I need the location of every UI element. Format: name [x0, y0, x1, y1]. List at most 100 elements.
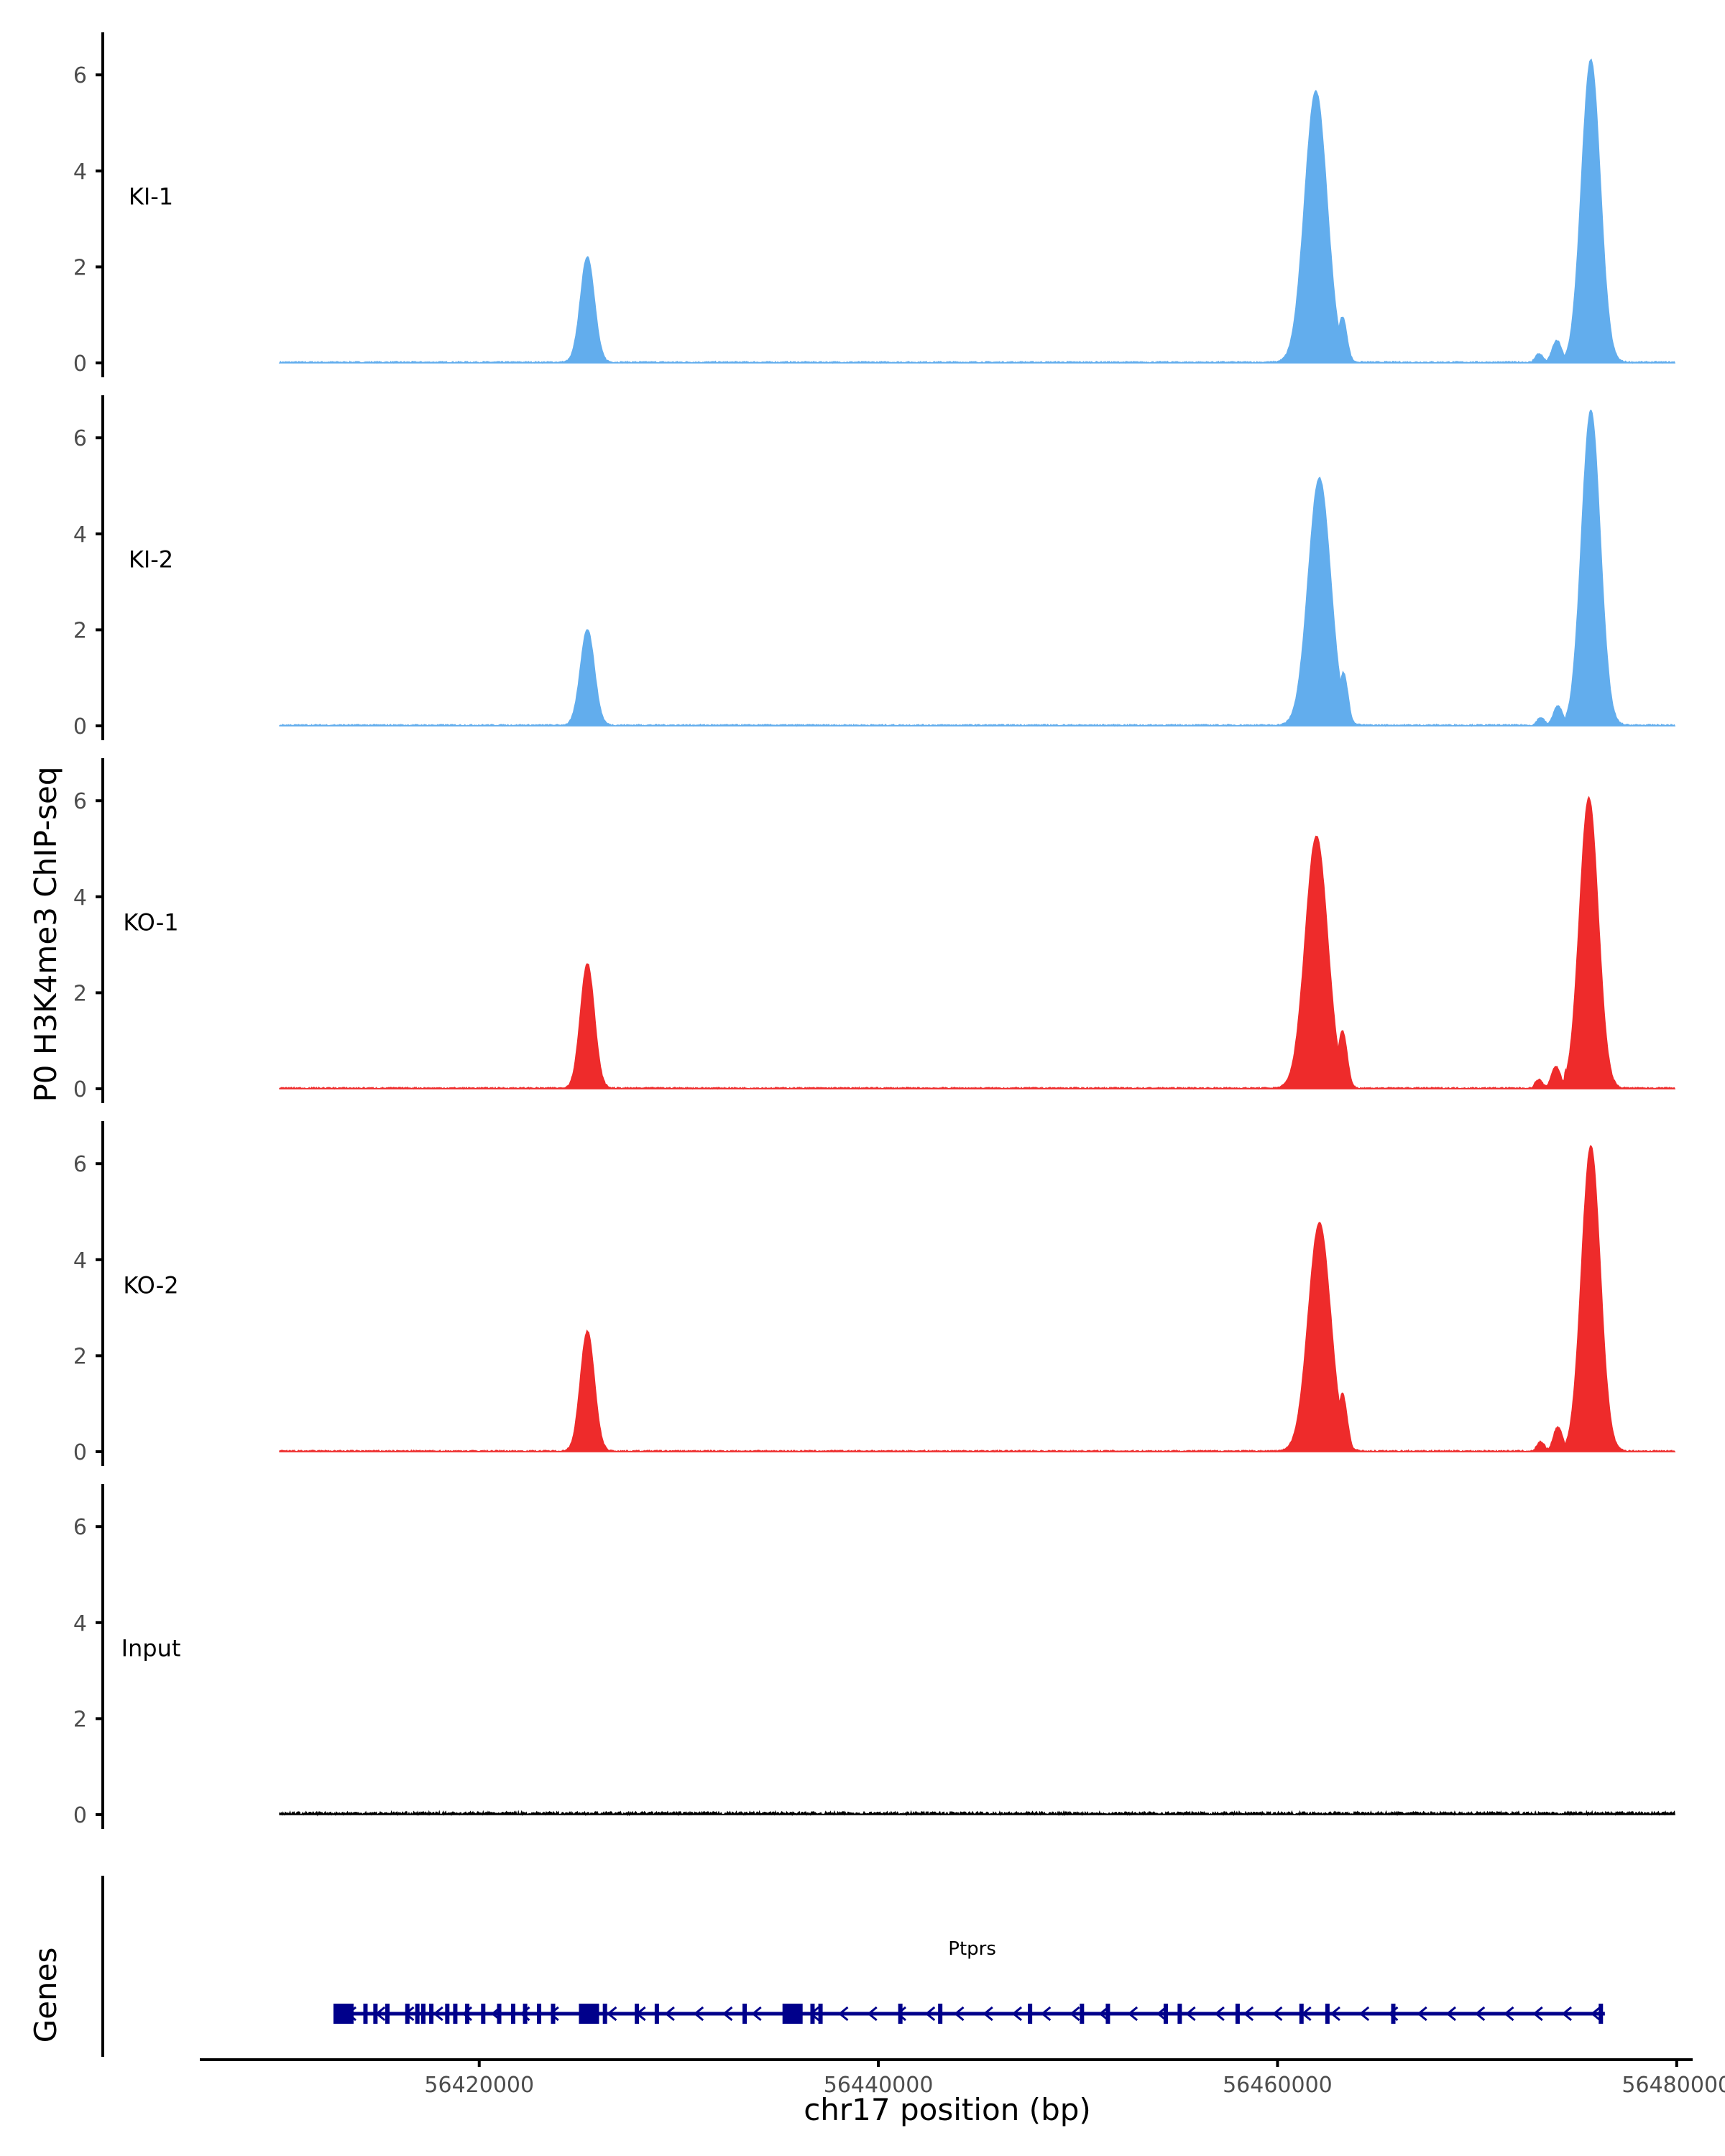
y-tick-label: 0 [73, 714, 87, 740]
y-tick-label: 4 [73, 885, 87, 911]
gene-name-label: Ptprs [948, 1938, 996, 1960]
gene-exon [405, 2004, 410, 2024]
strand-arrow [896, 2006, 906, 2022]
signal-area [279, 1145, 1676, 1453]
gene-exon [1105, 2004, 1110, 2024]
x-axis-title: chr17 position (bp) [804, 2092, 1091, 2127]
y-tick-label: 6 [73, 63, 87, 88]
strand-arrow [722, 2006, 733, 2022]
strand-arrow [1590, 2006, 1601, 2022]
y-tick-label: 2 [73, 981, 87, 1006]
y-tick-label: 4 [73, 1248, 87, 1273]
signal-area [279, 796, 1676, 1090]
strand-arrow [1098, 2006, 1109, 2022]
strand-arrow [1185, 2006, 1196, 2022]
y-tick-label: 4 [73, 522, 87, 548]
gene-exon [1391, 2004, 1396, 2024]
gene-exon [1177, 2004, 1182, 2024]
strand-arrow [1358, 2006, 1370, 2022]
signal-area [278, 58, 1676, 364]
gene-exon [385, 2004, 390, 2024]
x-tick-label: 56460000 [1223, 2073, 1333, 2098]
y-tick-label: 2 [73, 255, 87, 280]
gene-exon [373, 2004, 378, 2024]
strand-arrow [1532, 2006, 1543, 2022]
gene-exon [445, 2004, 450, 2024]
y-tick-label: 2 [73, 1344, 87, 1369]
gene-exon [537, 2004, 542, 2024]
track-label: KO-2 [123, 1272, 178, 1299]
y-tick-label: 4 [73, 160, 87, 185]
track-label: KI-1 [129, 183, 173, 211]
y-tick-label: 4 [73, 1611, 87, 1636]
y-tick-label: 2 [73, 618, 87, 643]
y-axis-title: P0 H3K4me3 ChIP-seq [28, 766, 63, 1102]
gene-exon [1235, 2004, 1240, 2024]
strand-arrow [1330, 2006, 1340, 2022]
track-panel-ki-1: 0 2 4 6 KI-1 [73, 32, 1676, 377]
y-tick-label: 6 [73, 1515, 87, 1540]
strand-arrow [1214, 2006, 1225, 2022]
gene-exon [497, 2004, 502, 2024]
gene-exon [420, 2004, 426, 2024]
gene-exon [1080, 2004, 1085, 2024]
gene-exon [938, 2004, 943, 2024]
y-tick-label: 2 [73, 1707, 87, 1732]
strand-arrow [838, 2006, 849, 2022]
strand-arrow [548, 2006, 559, 2022]
signal-area [279, 1810, 1675, 1817]
gene-exon [465, 2004, 470, 2024]
strand-arrow [983, 2006, 993, 2022]
strand-arrow [1243, 2006, 1254, 2022]
gene-exon [742, 2004, 748, 2024]
track-panel-ko-1: 0 2 4 6 KO-1 [73, 758, 1676, 1103]
gene-exon [654, 2004, 659, 2024]
gene-exon [1028, 2004, 1033, 2024]
track-panel-ki-2: 0 2 4 6 KI-2 [73, 395, 1676, 740]
gene-exon [333, 2004, 354, 2024]
signal-area [279, 410, 1676, 727]
track-label: KO-1 [123, 909, 178, 936]
gene-exon [453, 2004, 458, 2024]
strand-arrow [1127, 2006, 1138, 2022]
strand-arrow [954, 2006, 965, 2022]
gene-exon [510, 2004, 515, 2024]
strand-arrow [1417, 2006, 1427, 2022]
genes-track-title: Genes [28, 1948, 63, 2043]
strand-arrow [693, 2006, 704, 2022]
gene-exon [898, 2004, 903, 2024]
strand-arrow [1474, 2006, 1486, 2022]
track-label: KI-2 [129, 546, 173, 573]
x-tick-label: 56440000 [824, 2073, 934, 2098]
track-panel-ko-2: 0 2 4 6 KO-2 [73, 1121, 1676, 1466]
strand-arrow [1272, 2006, 1283, 2022]
gene-exon [602, 2004, 607, 2024]
x-tick-label: 56480000 [1622, 2073, 1725, 2098]
strand-arrow [1011, 2006, 1023, 2022]
gene-exon [782, 2004, 803, 2024]
y-tick-label: 6 [73, 426, 87, 451]
strand-arrow [1070, 2006, 1080, 2022]
gene-exon [1299, 2004, 1304, 2024]
y-tick-label: 6 [73, 1152, 87, 1177]
strand-arrow [1040, 2006, 1052, 2022]
x-tick-label: 56420000 [424, 2073, 534, 2098]
strand-arrow [924, 2006, 936, 2022]
gene-exon [1163, 2004, 1168, 2024]
y-tick-label: 0 [73, 1803, 87, 1828]
strand-arrow [607, 2006, 617, 2022]
gene-exon [523, 2004, 528, 2024]
gene-exon [481, 2004, 486, 2024]
strand-arrow [1504, 2006, 1514, 2022]
gene-exon [429, 2004, 434, 2024]
y-tick-label: 6 [73, 789, 87, 814]
track-panel-input: 0 2 4 6 Input [73, 1484, 1675, 1829]
strand-arrow [664, 2006, 675, 2022]
strand-arrow [1561, 2006, 1573, 2022]
gene-exon [1598, 2004, 1604, 2024]
signal-tracks: 0 2 4 6 KI-1 0 2 4 6 KI-2 0 2 4 6 KO-1 0 2 4 6 KO-2 0 2 4 6 Inpu… [73, 32, 1676, 1829]
strand-arrow [433, 2006, 443, 2022]
gene-exon [415, 2004, 420, 2024]
gene-exon [579, 2004, 599, 2024]
